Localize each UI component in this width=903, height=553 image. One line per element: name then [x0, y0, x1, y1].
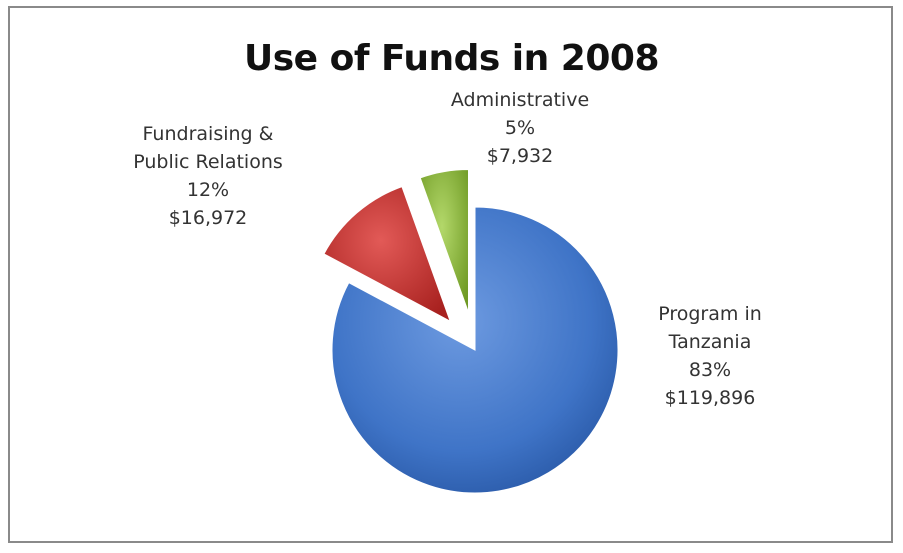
slice-amount-program: $119,896 — [664, 387, 756, 409]
pie-slice-program — [331, 206, 619, 494]
slice-label-fundraising: Fundraising & Public Relations 12% $16,9… — [118, 120, 298, 232]
pie-slice-fundraising — [323, 185, 452, 323]
slice-amount-administrative: $7,932 — [486, 145, 554, 167]
slice-label-program: Program in Tanzania 83% $119,896 — [630, 300, 790, 412]
slice-label-program-line1: Program in — [658, 303, 762, 325]
slice-label-fundraising-line1: Fundraising & — [142, 123, 274, 145]
pie-slice-administrative — [419, 169, 469, 313]
slice-percent-administrative: 5% — [504, 117, 536, 139]
slice-label-administrative: Administrative 5% $7,932 — [420, 86, 620, 170]
slice-amount-fundraising: $16,972 — [168, 207, 248, 229]
slice-percent-fundraising: 12% — [186, 179, 230, 201]
slice-label-program-line2: Tanzania — [668, 331, 752, 353]
slice-percent-program: 83% — [688, 359, 732, 381]
chart-title: Use of Funds in 2008 — [243, 38, 660, 79]
slice-label-fundraising-line2: Public Relations — [133, 151, 283, 173]
slice-label-administrative-line1: Administrative — [450, 89, 590, 111]
